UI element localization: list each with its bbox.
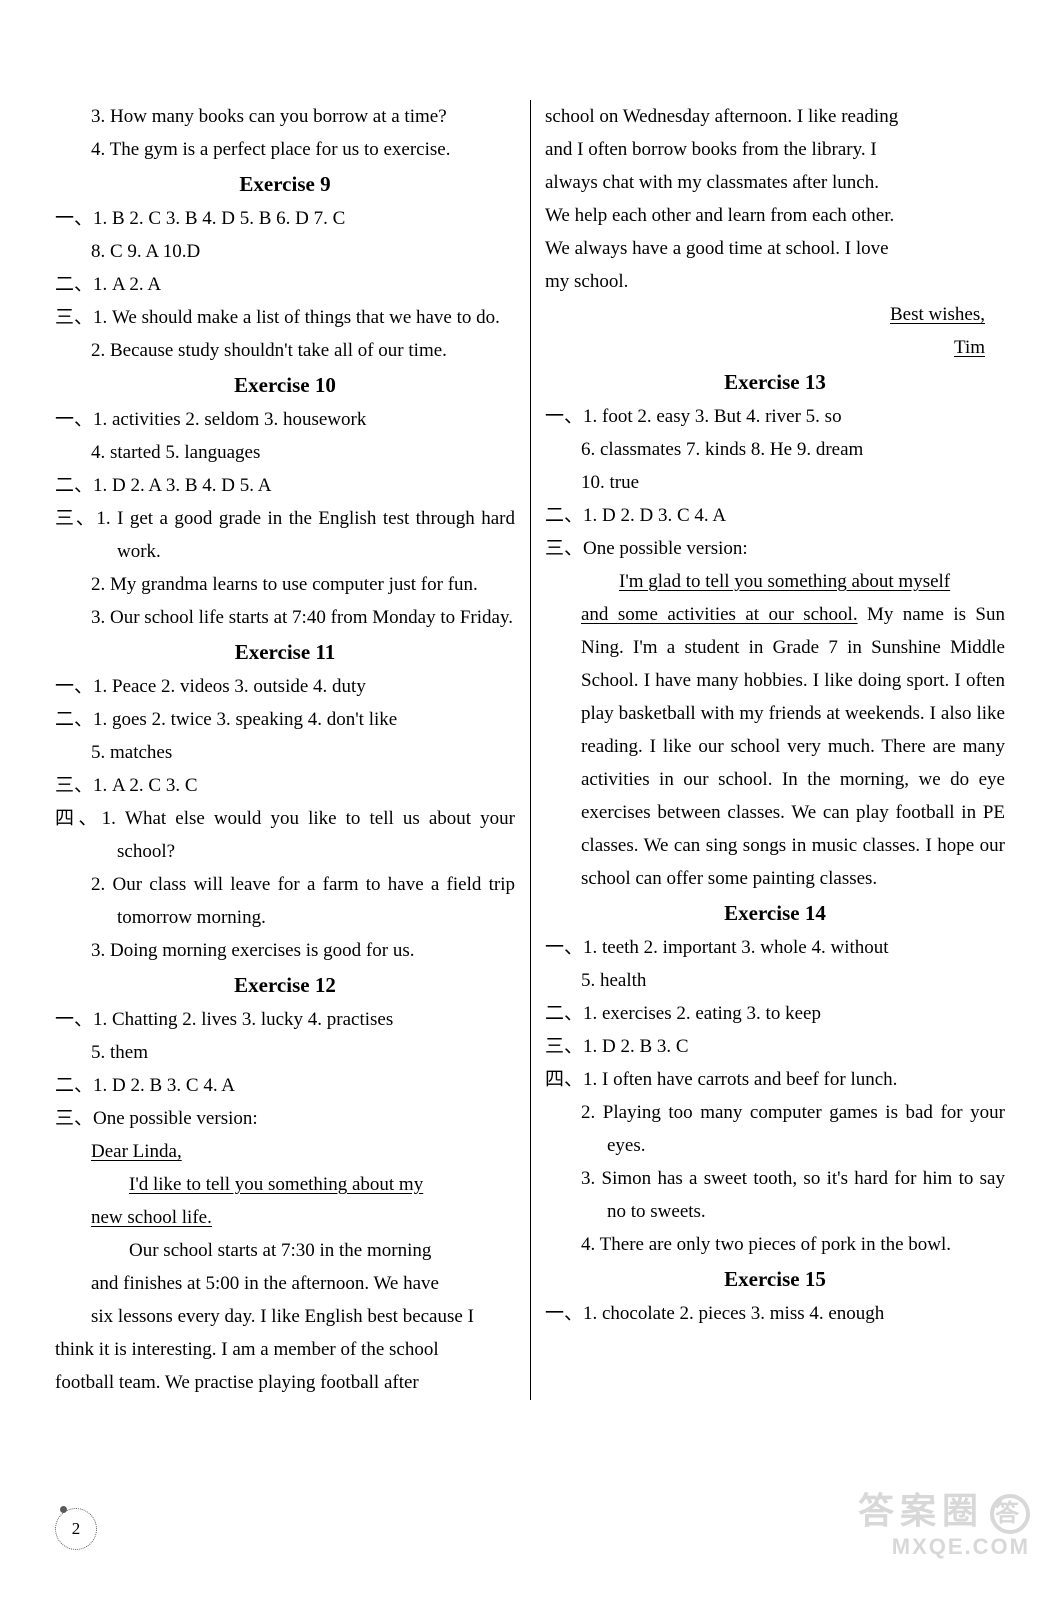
- page-number-badge: 2: [55, 1508, 97, 1550]
- sign1-text: Best wishes,: [890, 304, 985, 325]
- ex10-s1-l1: 一、1. activities 2. seldom 3. housework: [55, 403, 515, 436]
- cont-7: We always have a good time at school. I …: [545, 232, 1005, 265]
- exercise-14-title: Exercise 14: [545, 895, 1005, 931]
- letter-p1-l2: new school life.: [55, 1201, 515, 1234]
- ex9-s3-1: 三、1. We should make a list of things tha…: [55, 301, 515, 334]
- exercise-10-title: Exercise 10: [55, 367, 515, 403]
- cont-8: my school.: [545, 265, 1005, 298]
- exercise-12-title: Exercise 12: [55, 967, 515, 1003]
- ex9-s1-l1: 一、1. B 2. C 3. B 4. D 5. B 6. D 7. C: [55, 202, 515, 235]
- letter-greeting-text: Dear Linda,: [91, 1141, 182, 1162]
- ex14-s4-1: 四、1. I often have carrots and beef for l…: [545, 1063, 1005, 1096]
- essay-rest: My name is Sun Ning. I'm a student in Gr…: [581, 604, 1005, 889]
- ex13-s1-l2: 6. classmates 7. kinds 8. He 9. dream: [545, 433, 1005, 466]
- exercise-9-title: Exercise 9: [55, 166, 515, 202]
- ex10-s3-3: 3. Our school life starts at 7:40 from M…: [55, 601, 515, 634]
- letter-u2: new school life.: [91, 1207, 212, 1228]
- ex11-s4-3: 3. Doing morning exercises is good for u…: [55, 934, 515, 967]
- exercise-15-title: Exercise 15: [545, 1261, 1005, 1297]
- pre-q4: 4. The gym is a perfect place for us to …: [55, 133, 515, 166]
- ex13-s1-l1: 一、1. foot 2. easy 3. But 4. river 5. so: [545, 400, 1005, 433]
- ex11-s1: 一、1. Peace 2. videos 3. outside 4. duty: [55, 670, 515, 703]
- ex15-s1: 一、1. chocolate 2. pieces 3. miss 4. enou…: [545, 1297, 1005, 1330]
- ex14-s4-3: 3. Simon has a sweet tooth, so it's hard…: [545, 1162, 1005, 1228]
- ex11-s3: 三、1. A 2. C 3. C: [55, 769, 515, 802]
- cont-4: and I often borrow books from the librar…: [545, 133, 1005, 166]
- ex12-s2: 二、1. D 2. B 3. C 4. A: [55, 1069, 515, 1102]
- ex10-s3-2: 2. My grandma learns to use computer jus…: [55, 568, 515, 601]
- ex14-s1-l2: 5. health: [545, 964, 1005, 997]
- essay-l1: I'm glad to tell you something about mys…: [545, 565, 1005, 598]
- ex10-s1-l2: 4. started 5. languages: [55, 436, 515, 469]
- cont-6: We help each other and learn from each o…: [545, 199, 1005, 232]
- letter-u1: I'd like to tell you something about my: [129, 1174, 423, 1195]
- sign2-text: Tim: [954, 337, 985, 358]
- exercise-13-title: Exercise 13: [545, 364, 1005, 400]
- letter-p1-l1: I'd like to tell you something about my: [55, 1168, 515, 1201]
- ex14-s2: 二、1. exercises 2. eating 3. to keep: [545, 997, 1005, 1030]
- ex9-s2: 二、1. A 2. A: [55, 268, 515, 301]
- essay-body: and some activities at our school. My na…: [545, 598, 1005, 895]
- ex13-s1-l3: 10. true: [545, 466, 1005, 499]
- ex9-s1-l2: 8. C 9. A 10.D: [55, 235, 515, 268]
- cont-5: always chat with my classmates after lun…: [545, 166, 1005, 199]
- ex10-s3-1: 三、1. I get a good grade in the English t…: [55, 502, 515, 568]
- cont-1: think it is interesting. I am a member o…: [55, 1333, 515, 1366]
- page-content: 3. How many books can you borrow at a ti…: [0, 0, 1060, 1450]
- letter-p2a: Our school starts at 7:30 in the morning: [55, 1234, 515, 1267]
- ex12-s1-l2: 5. them: [55, 1036, 515, 1069]
- letter-p2b: and finishes at 5:00 in the afternoon. W…: [55, 1267, 515, 1300]
- cont-2: football team. We practise playing footb…: [55, 1366, 515, 1399]
- sign-bestwishes: Best wishes,: [545, 298, 1005, 331]
- ex14-s1-l1: 一、1. teeth 2. important 3. whole 4. with…: [545, 931, 1005, 964]
- essay-u2: and some activities at our school.: [581, 604, 858, 625]
- watermark: 答案圈答 MXQE.COM: [858, 1489, 1030, 1560]
- letter-p2c: six lessons every day. I like English be…: [55, 1300, 515, 1333]
- ex12-s3-label: 三、One possible version:: [55, 1102, 515, 1135]
- ex12-s1-l1: 一、1. Chatting 2. lives 3. lucky 4. pract…: [55, 1003, 515, 1036]
- ex10-s2: 二、1. D 2. A 3. B 4. D 5. A: [55, 469, 515, 502]
- essay-u1: I'm glad to tell you something about mys…: [619, 571, 950, 592]
- watermark-circle-icon: 答: [990, 1494, 1030, 1534]
- ex9-s3-2: 2. Because study shouldn't take all of o…: [55, 334, 515, 367]
- ex13-s3-label: 三、One possible version:: [545, 532, 1005, 565]
- ex14-s3: 三、1. D 2. B 3. C: [545, 1030, 1005, 1063]
- cont-3: school on Wednesday afternoon. I like re…: [545, 100, 1005, 133]
- watermark-cn: 答案圈: [858, 1490, 984, 1531]
- letter-greeting: Dear Linda,: [55, 1135, 515, 1168]
- ex13-s2: 二、1. D 2. D 3. C 4. A: [545, 499, 1005, 532]
- watermark-en: MXQE.COM: [858, 1534, 1030, 1560]
- ex14-s4-4: 4. There are only two pieces of pork in …: [545, 1228, 1005, 1261]
- sign-tim: Tim: [545, 331, 1005, 364]
- ex11-s2-l1: 二、1. goes 2. twice 3. speaking 4. don't …: [55, 703, 515, 736]
- pre-q3: 3. How many books can you borrow at a ti…: [55, 100, 515, 133]
- exercise-11-title: Exercise 11: [55, 634, 515, 670]
- ex11-s4-2: 2. Our class will leave for a farm to ha…: [55, 868, 515, 934]
- ex11-s4-1: 四、1. What else would you like to tell us…: [55, 802, 515, 868]
- ex14-s4-2: 2. Playing too many computer games is ba…: [545, 1096, 1005, 1162]
- ex11-s2-l2: 5. matches: [55, 736, 515, 769]
- page-number: 2: [72, 1519, 81, 1539]
